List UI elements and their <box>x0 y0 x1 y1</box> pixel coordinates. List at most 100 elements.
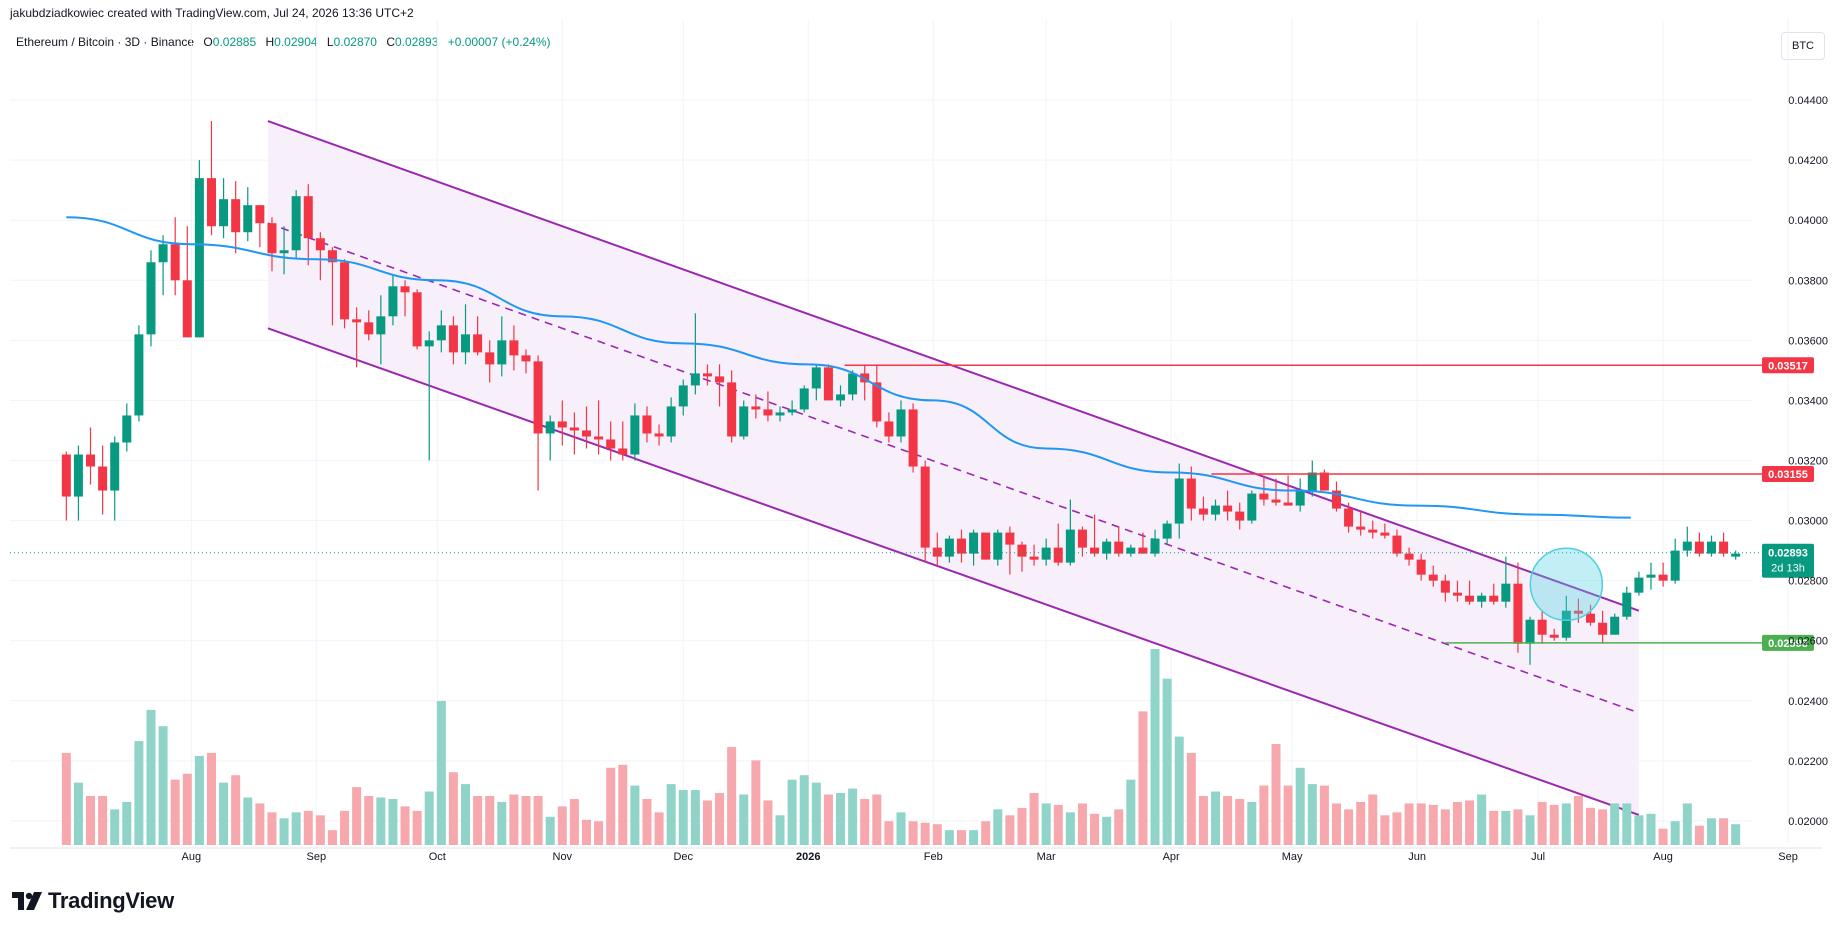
volume-bar <box>315 815 325 845</box>
volume-bar <box>1440 809 1450 845</box>
volume-bar <box>1706 818 1716 845</box>
volume-bar <box>654 812 664 845</box>
volume-bar <box>327 830 337 845</box>
candle-body <box>327 250 337 263</box>
candle-body <box>1501 583 1511 602</box>
volume-bar <box>811 782 821 845</box>
candle-body <box>581 430 591 437</box>
volume-bar <box>1489 810 1499 845</box>
volume-bar <box>1549 804 1559 845</box>
volume-bar <box>1186 752 1196 845</box>
candle-body <box>1271 499 1281 503</box>
volume-bar <box>436 700 446 845</box>
volume-bar <box>533 796 543 845</box>
candle-body <box>823 367 833 401</box>
volume-bar <box>848 788 858 845</box>
volume-bar <box>1416 803 1426 845</box>
candle-body <box>848 373 858 395</box>
volume-bar <box>352 787 362 845</box>
candle-body <box>1694 541 1704 554</box>
candle-body <box>799 388 809 410</box>
volume-bar <box>1586 807 1596 845</box>
low-label: L <box>326 35 334 49</box>
candle-body <box>739 406 749 437</box>
candle-body <box>412 292 422 347</box>
candle-body <box>388 286 398 317</box>
candle-body <box>1053 547 1063 563</box>
candle-body <box>1344 508 1354 527</box>
candle-body <box>1150 538 1160 554</box>
candle-body <box>993 532 1003 560</box>
y-tick-label: 0.02600 <box>1788 636 1828 648</box>
volume-bar <box>1295 767 1305 845</box>
brand-name: TradingView <box>48 888 174 913</box>
volume-bar <box>461 784 471 845</box>
volume-bar <box>303 810 313 845</box>
candle-body <box>702 373 712 377</box>
candle-body <box>715 376 725 383</box>
volume-bar <box>1344 809 1354 845</box>
candle-body <box>461 334 471 353</box>
candle-body <box>1368 529 1378 533</box>
candle-body <box>122 415 132 443</box>
candle-body <box>521 355 531 362</box>
candle-body <box>908 409 918 467</box>
volume-bar <box>545 816 555 845</box>
candle-body <box>1477 595 1487 602</box>
volume-bar <box>1646 813 1656 845</box>
candle-body <box>473 334 483 353</box>
candle-body <box>1380 532 1390 536</box>
candle-body <box>134 334 144 416</box>
candle-body <box>956 538 966 554</box>
volume-bar <box>412 810 422 845</box>
volume-bar <box>944 830 954 845</box>
volume-bar <box>243 797 253 845</box>
x-tick-label: 2026 <box>796 851 820 863</box>
volume-bar <box>1307 784 1317 845</box>
y-tick-label: 0.02000 <box>1788 816 1828 828</box>
candle-body <box>86 454 96 467</box>
x-tick-label: Dec <box>673 851 693 863</box>
volume-bar <box>497 801 507 845</box>
candle-body <box>1090 547 1100 554</box>
y-tick-label: 0.02800 <box>1788 576 1828 588</box>
volume-bar <box>884 821 894 845</box>
high-label: H <box>265 35 275 49</box>
y-tick-label: 0.03600 <box>1788 335 1828 347</box>
candle-body <box>1065 529 1075 563</box>
volume-bar <box>860 798 870 845</box>
candle-body <box>1561 610 1571 638</box>
candle-body <box>836 394 846 401</box>
volume-bar <box>896 812 906 845</box>
x-tick-label: Feb <box>924 851 943 863</box>
candle-body <box>231 199 241 233</box>
volume-bar <box>1610 803 1620 845</box>
volume-bar <box>666 784 676 845</box>
candle-body <box>340 262 350 320</box>
volume-bar <box>1223 796 1233 845</box>
candle-body <box>1440 580 1450 593</box>
candle-body <box>1719 541 1729 554</box>
volume-bar <box>1380 815 1390 845</box>
price-channel <box>267 120 1640 816</box>
candle-body <box>981 532 991 560</box>
candle-body <box>436 325 446 341</box>
axes: 0.04400 0.04200 0.04000 0.03800 0.03600 0.034… <box>10 95 1828 863</box>
candle-body <box>1622 592 1632 617</box>
volume-bar <box>969 830 979 845</box>
volume-bar <box>981 821 991 845</box>
candle-body <box>364 322 374 335</box>
volume-bar <box>1150 649 1160 845</box>
volume-bar <box>1090 813 1100 845</box>
candle-body <box>158 244 168 263</box>
volume-bar <box>872 794 882 845</box>
candle-body <box>146 262 156 335</box>
candle-body <box>206 178 216 227</box>
volume-bar <box>1513 809 1523 845</box>
candle-body <box>1126 547 1136 554</box>
volume-bar <box>787 779 797 845</box>
candle-body <box>291 196 301 251</box>
volume-bar <box>594 821 604 845</box>
brand: TradingView <box>12 888 174 914</box>
